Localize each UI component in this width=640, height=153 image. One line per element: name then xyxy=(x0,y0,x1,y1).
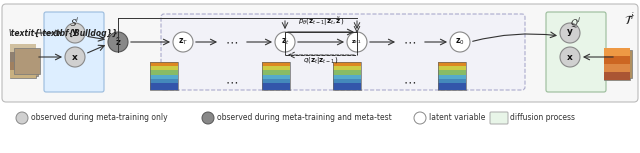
Bar xyxy=(262,79,290,83)
Bar xyxy=(438,83,466,90)
Text: $\tilde{\mathbf{z}}$: $\tilde{\mathbf{z}}$ xyxy=(115,36,121,48)
Bar xyxy=(262,83,290,90)
Bar xyxy=(150,62,178,90)
Text: $\mathbf{x}$: $\mathbf{x}$ xyxy=(71,52,79,62)
Text: $\cdots$: $\cdots$ xyxy=(403,35,417,49)
Bar xyxy=(10,52,36,62)
Bar xyxy=(333,75,361,79)
FancyBboxPatch shape xyxy=(490,112,508,124)
Bar xyxy=(150,75,178,79)
Text: $\mathbf{z}_t$: $\mathbf{z}_t$ xyxy=(280,37,289,47)
Bar xyxy=(150,62,178,66)
Bar xyxy=(262,62,290,66)
Text: latent variable: latent variable xyxy=(429,114,485,123)
Bar xyxy=(438,79,466,83)
FancyBboxPatch shape xyxy=(606,50,632,78)
Bar xyxy=(333,79,361,83)
Bar xyxy=(150,70,178,75)
Bar xyxy=(10,70,36,78)
Bar xyxy=(333,66,361,70)
Bar xyxy=(333,83,361,90)
Text: $\mathcal{Q}^i$: $\mathcal{Q}^i$ xyxy=(570,15,582,30)
Circle shape xyxy=(560,47,580,67)
Bar xyxy=(262,70,290,75)
Text: $\mathbf{y}$: $\mathbf{y}$ xyxy=(71,28,79,39)
Text: $\cdots$: $\cdots$ xyxy=(403,75,417,88)
FancyBboxPatch shape xyxy=(161,14,525,90)
Bar xyxy=(438,66,466,70)
Bar xyxy=(10,62,36,70)
Circle shape xyxy=(173,32,193,52)
Text: diffusion process: diffusion process xyxy=(510,114,575,123)
Bar xyxy=(150,83,178,90)
Circle shape xyxy=(275,32,295,52)
Bar xyxy=(333,70,361,75)
Circle shape xyxy=(450,32,470,52)
Text: observed during meta-training only: observed during meta-training only xyxy=(31,114,168,123)
Bar xyxy=(604,64,630,72)
Circle shape xyxy=(16,112,28,124)
FancyBboxPatch shape xyxy=(44,12,104,92)
FancyBboxPatch shape xyxy=(14,48,40,74)
Text: $\mathbf{z}_T$: $\mathbf{z}_T$ xyxy=(178,37,188,47)
FancyBboxPatch shape xyxy=(604,52,630,80)
Circle shape xyxy=(108,32,128,52)
Bar xyxy=(10,44,36,52)
Circle shape xyxy=(65,23,85,43)
Bar xyxy=(438,70,466,75)
Bar xyxy=(333,62,361,66)
Text: $\mathbf{z}_0$: $\mathbf{z}_0$ xyxy=(455,37,465,47)
Bar xyxy=(150,66,178,70)
Text: $\cdots$: $\cdots$ xyxy=(225,75,239,88)
FancyBboxPatch shape xyxy=(12,50,38,76)
Bar xyxy=(262,62,290,90)
Bar xyxy=(150,79,178,83)
Bar xyxy=(438,62,466,90)
FancyBboxPatch shape xyxy=(546,12,606,92)
Bar xyxy=(604,48,630,56)
Text: $\mathbf{z}_{t\text{-}1}$: $\mathbf{z}_{t\text{-}1}$ xyxy=(351,38,363,46)
Text: \textit{\textbf{Bulldog}}: \textit{\textbf{Bulldog}} xyxy=(8,28,117,37)
Text: $\cdots$: $\cdots$ xyxy=(225,35,239,49)
Bar xyxy=(262,66,290,70)
Text: $\mathbf{y}$: $\mathbf{y}$ xyxy=(566,28,574,39)
Text: $q(\mathbf{z}_t|\mathbf{z}_{t-1})$: $q(\mathbf{z}_t|\mathbf{z}_{t-1})$ xyxy=(303,54,339,65)
Text: $\mathbf{x}$: $\mathbf{x}$ xyxy=(566,52,574,62)
Text: $\mathcal{S}^i$: $\mathcal{S}^i$ xyxy=(69,15,79,29)
Circle shape xyxy=(202,112,214,124)
Circle shape xyxy=(347,32,367,52)
Circle shape xyxy=(560,23,580,43)
Bar xyxy=(438,62,466,66)
Bar xyxy=(604,72,630,80)
FancyBboxPatch shape xyxy=(10,52,36,78)
Bar xyxy=(262,75,290,79)
FancyBboxPatch shape xyxy=(2,4,638,102)
Text: $p_\theta(\mathbf{z}_{t-1}|\mathbf{z}_t,\tilde{\mathbf{z}})$: $p_\theta(\mathbf{z}_{t-1}|\mathbf{z}_t,… xyxy=(298,16,344,28)
Circle shape xyxy=(65,47,85,67)
Text: observed during meta-training and meta-test: observed during meta-training and meta-t… xyxy=(217,114,392,123)
Bar xyxy=(333,62,361,90)
Text: $\mathcal{T}^i$: $\mathcal{T}^i$ xyxy=(624,12,635,28)
Bar xyxy=(604,56,630,64)
Circle shape xyxy=(414,112,426,124)
Bar xyxy=(438,75,466,79)
